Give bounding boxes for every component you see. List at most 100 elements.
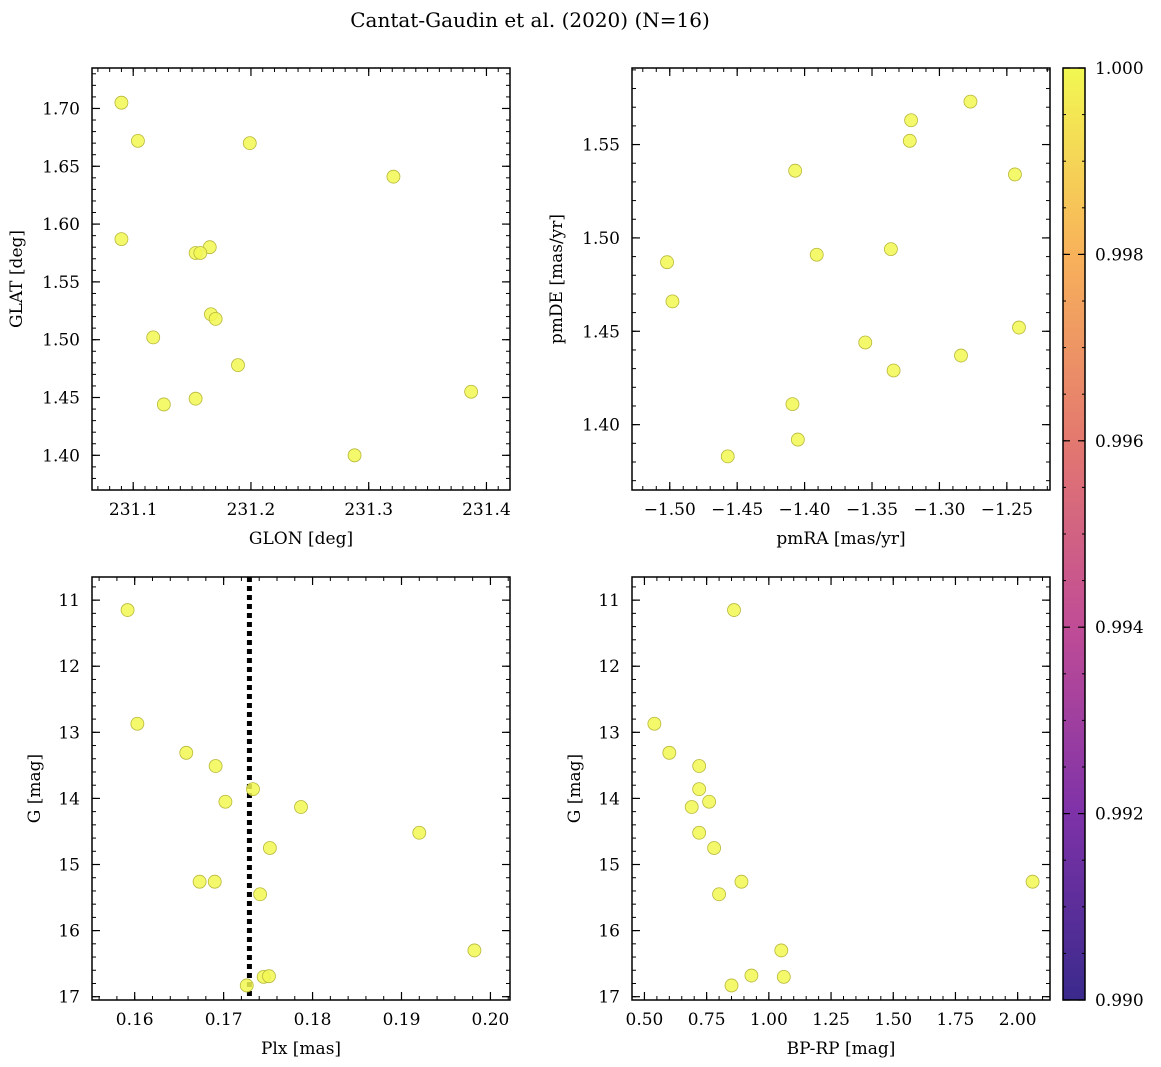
scatter-point xyxy=(464,384,479,399)
y-axis-label: G [mag] xyxy=(565,754,585,823)
scatter-point xyxy=(253,887,267,902)
scatter-point xyxy=(886,363,901,378)
scatter-point xyxy=(858,335,873,350)
axes-frame xyxy=(91,576,511,1001)
scatter-point xyxy=(1008,167,1022,182)
scatter-points xyxy=(660,94,1026,464)
scatter-point xyxy=(727,603,741,617)
scatter-point xyxy=(776,969,791,984)
scatter-point xyxy=(114,232,129,247)
y-tick-label: 1.50 xyxy=(42,331,80,351)
x-tick-label: 0.19 xyxy=(383,1010,421,1030)
scatter-point xyxy=(744,968,759,983)
y-tick-label: 15 xyxy=(598,856,620,876)
scatter-point xyxy=(208,759,223,773)
y-tick-label: 12 xyxy=(598,657,620,677)
y-tick-label: 13 xyxy=(598,723,620,743)
x-tick-label: 231.3 xyxy=(344,500,393,520)
scatter-point xyxy=(386,169,401,184)
y-tick-label: 17 xyxy=(598,988,620,1008)
x-tick-label: 1.75 xyxy=(937,1010,975,1030)
scatter-point xyxy=(785,397,800,412)
scatter-point xyxy=(262,841,277,855)
scatter-point xyxy=(702,794,717,809)
scatter-point xyxy=(218,794,233,809)
scatter-point xyxy=(114,95,129,110)
x-axis-label: Plx [mas] xyxy=(261,1039,341,1059)
y-axis-label: GLAT [deg] xyxy=(7,230,27,328)
y-tick-label: 1.70 xyxy=(42,99,80,119)
scatter-point xyxy=(684,800,699,814)
x-tick-label: 1.50 xyxy=(874,1010,912,1030)
y-tick-label: 1.65 xyxy=(42,157,80,177)
scatter-point xyxy=(239,978,254,993)
x-tick-label: 231.1 xyxy=(109,500,158,520)
x-tick-label: −1.40 xyxy=(779,500,831,520)
x-tick-label: −1.35 xyxy=(846,500,898,520)
scatter-point xyxy=(347,448,362,463)
x-axis-label: pmRA [mas/yr] xyxy=(776,529,905,549)
scatter-point xyxy=(193,246,208,260)
panel-pm: −1.50 −1.45 −1.40 −1.35 −1.30 −1.25 1.40 1.45 1.… xyxy=(547,67,1051,549)
x-axis-label: GLON [deg] xyxy=(249,529,353,549)
x-tick-label: 0.50 xyxy=(626,1010,664,1030)
x-tick-label: 0.17 xyxy=(205,1010,243,1030)
scatter-point xyxy=(954,348,968,363)
axes-frame xyxy=(91,67,511,491)
y-axis-label: pmDE [mas/yr] xyxy=(547,214,567,344)
scatter-point xyxy=(712,887,726,902)
y-tick-label: 1.45 xyxy=(582,322,620,342)
x-tick-label: −1.45 xyxy=(711,500,763,520)
minor-ticks xyxy=(92,68,511,491)
colorbar-tick-label: 0.998 xyxy=(1095,245,1144,265)
y-tick-label: 1.55 xyxy=(582,136,620,156)
colorbar-tick-label: 0.992 xyxy=(1095,805,1144,825)
colorbar-tick-label: 0.996 xyxy=(1095,432,1144,452)
scatter-point xyxy=(246,782,260,797)
panels: 231.1 231.2 231.3 231.4 1.40 1.45 1.50 1.55 1.60… xyxy=(7,67,1051,1059)
scatter-point xyxy=(660,255,674,270)
y-tick-label: 14 xyxy=(58,789,80,809)
scatter-point xyxy=(131,133,145,148)
scatter-point xyxy=(294,800,308,814)
x-tick-label: 0.20 xyxy=(472,1010,510,1030)
x-tick-label: 231.4 xyxy=(462,500,511,520)
scatter-points xyxy=(114,95,479,463)
scatter-point xyxy=(904,113,919,128)
scatter-point xyxy=(883,242,898,257)
y-tick-label: 15 xyxy=(58,856,80,876)
x-tick-label: 2.00 xyxy=(999,1010,1037,1030)
scatter-point xyxy=(207,874,222,889)
x-tick-label: 0.18 xyxy=(294,1010,332,1030)
minor-ticks xyxy=(92,577,510,1000)
scatter-point xyxy=(647,716,662,731)
scatter-point xyxy=(902,133,917,148)
x-tick-label: 231.2 xyxy=(227,500,276,520)
x-tick-label: −1.25 xyxy=(981,500,1033,520)
scatter-point xyxy=(262,969,276,984)
scatter-points xyxy=(120,603,482,993)
minor-ticks xyxy=(632,68,1050,490)
panel-cmd: 0.50 0.75 1.00 1.25 1.50 1.75 2.00 11 12 13 14 15 16… xyxy=(565,576,1051,1059)
x-tick-label: 1.00 xyxy=(750,1010,788,1030)
scatter-point xyxy=(1012,320,1026,335)
scatter-point xyxy=(412,825,427,840)
axes-frame xyxy=(631,67,1051,491)
panel-glon-glat: 231.1 231.2 231.3 231.4 1.40 1.45 1.50 1.55 1.60… xyxy=(7,67,511,549)
y-tick-label: 13 xyxy=(58,723,80,743)
x-tick-label: 1.25 xyxy=(812,1010,850,1030)
y-tick-label: 12 xyxy=(58,657,80,677)
scatter-point xyxy=(692,759,707,773)
y-tick-label: 17 xyxy=(58,988,80,1008)
colorbar-tick-label: 0.994 xyxy=(1095,618,1144,638)
scatter-point xyxy=(120,603,135,617)
scatter-point xyxy=(720,449,735,464)
x-tick-label: 0.16 xyxy=(116,1010,154,1030)
x-tick-label: −1.30 xyxy=(913,500,965,520)
axes-frame xyxy=(631,576,1051,1001)
figure-title: Cantat-Gaudin et al. (2020) (N=16) xyxy=(350,8,710,32)
scatter-points xyxy=(647,603,1040,993)
scatter-point xyxy=(692,825,707,840)
panel-plx-g: 0.16 0.17 0.18 0.19 0.20 11 12 13 14 15 16 17 Plx [m… xyxy=(25,576,511,1059)
